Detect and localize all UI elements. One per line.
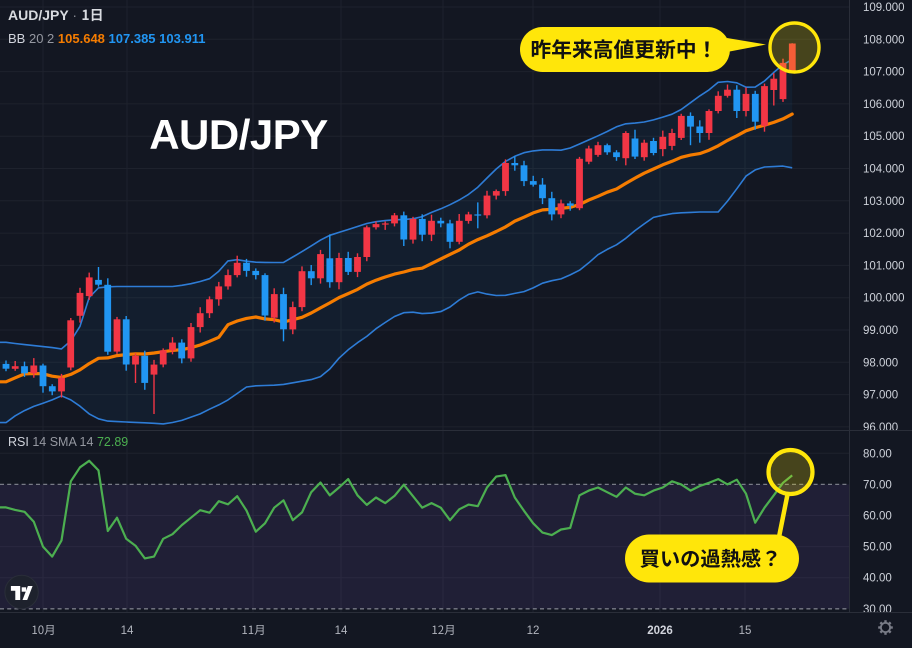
svg-text:30.00: 30.00 xyxy=(863,604,892,616)
svg-text:BB 20 2 105.648 107.385 103.91: BB 20 2 105.648 107.385 103.911 xyxy=(8,31,205,46)
svg-text:103.000: 103.000 xyxy=(863,196,905,208)
svg-text:14: 14 xyxy=(121,625,134,637)
svg-text:105.000: 105.000 xyxy=(863,131,905,143)
svg-text:104.000: 104.000 xyxy=(863,164,905,176)
svg-text:106.000: 106.000 xyxy=(863,99,905,111)
svg-text:14: 14 xyxy=(335,625,348,637)
svg-text:50.00: 50.00 xyxy=(863,542,892,554)
svg-text:108.000: 108.000 xyxy=(863,34,905,46)
svg-text:102.000: 102.000 xyxy=(863,228,905,240)
svg-text:107.000: 107.000 xyxy=(863,67,905,79)
svg-text:99.000: 99.000 xyxy=(863,325,898,337)
svg-text:15: 15 xyxy=(739,625,752,637)
svg-text:109.000: 109.000 xyxy=(863,2,905,14)
svg-text:98.000: 98.000 xyxy=(863,357,898,369)
svg-text:101.000: 101.000 xyxy=(863,260,905,272)
svg-text:40.00: 40.00 xyxy=(863,573,892,585)
svg-text:AUD/JPY ·: AUD/JPY · xyxy=(8,7,77,23)
svg-text:97.000: 97.000 xyxy=(863,390,898,402)
svg-text:100.000: 100.000 xyxy=(863,293,905,305)
svg-text:96.000: 96.000 xyxy=(863,422,898,434)
svg-text:12: 12 xyxy=(527,625,540,637)
svg-text:70.00: 70.00 xyxy=(863,479,892,491)
svg-text:AUD/JPY: AUD/JPY xyxy=(149,111,328,158)
svg-text:2026: 2026 xyxy=(647,625,673,637)
svg-text:60.00: 60.00 xyxy=(863,511,892,523)
svg-text:RSI 14 SMA 14 72.89: RSI 14 SMA 14 72.89 xyxy=(8,435,128,449)
svg-text:80.00: 80.00 xyxy=(863,448,892,460)
